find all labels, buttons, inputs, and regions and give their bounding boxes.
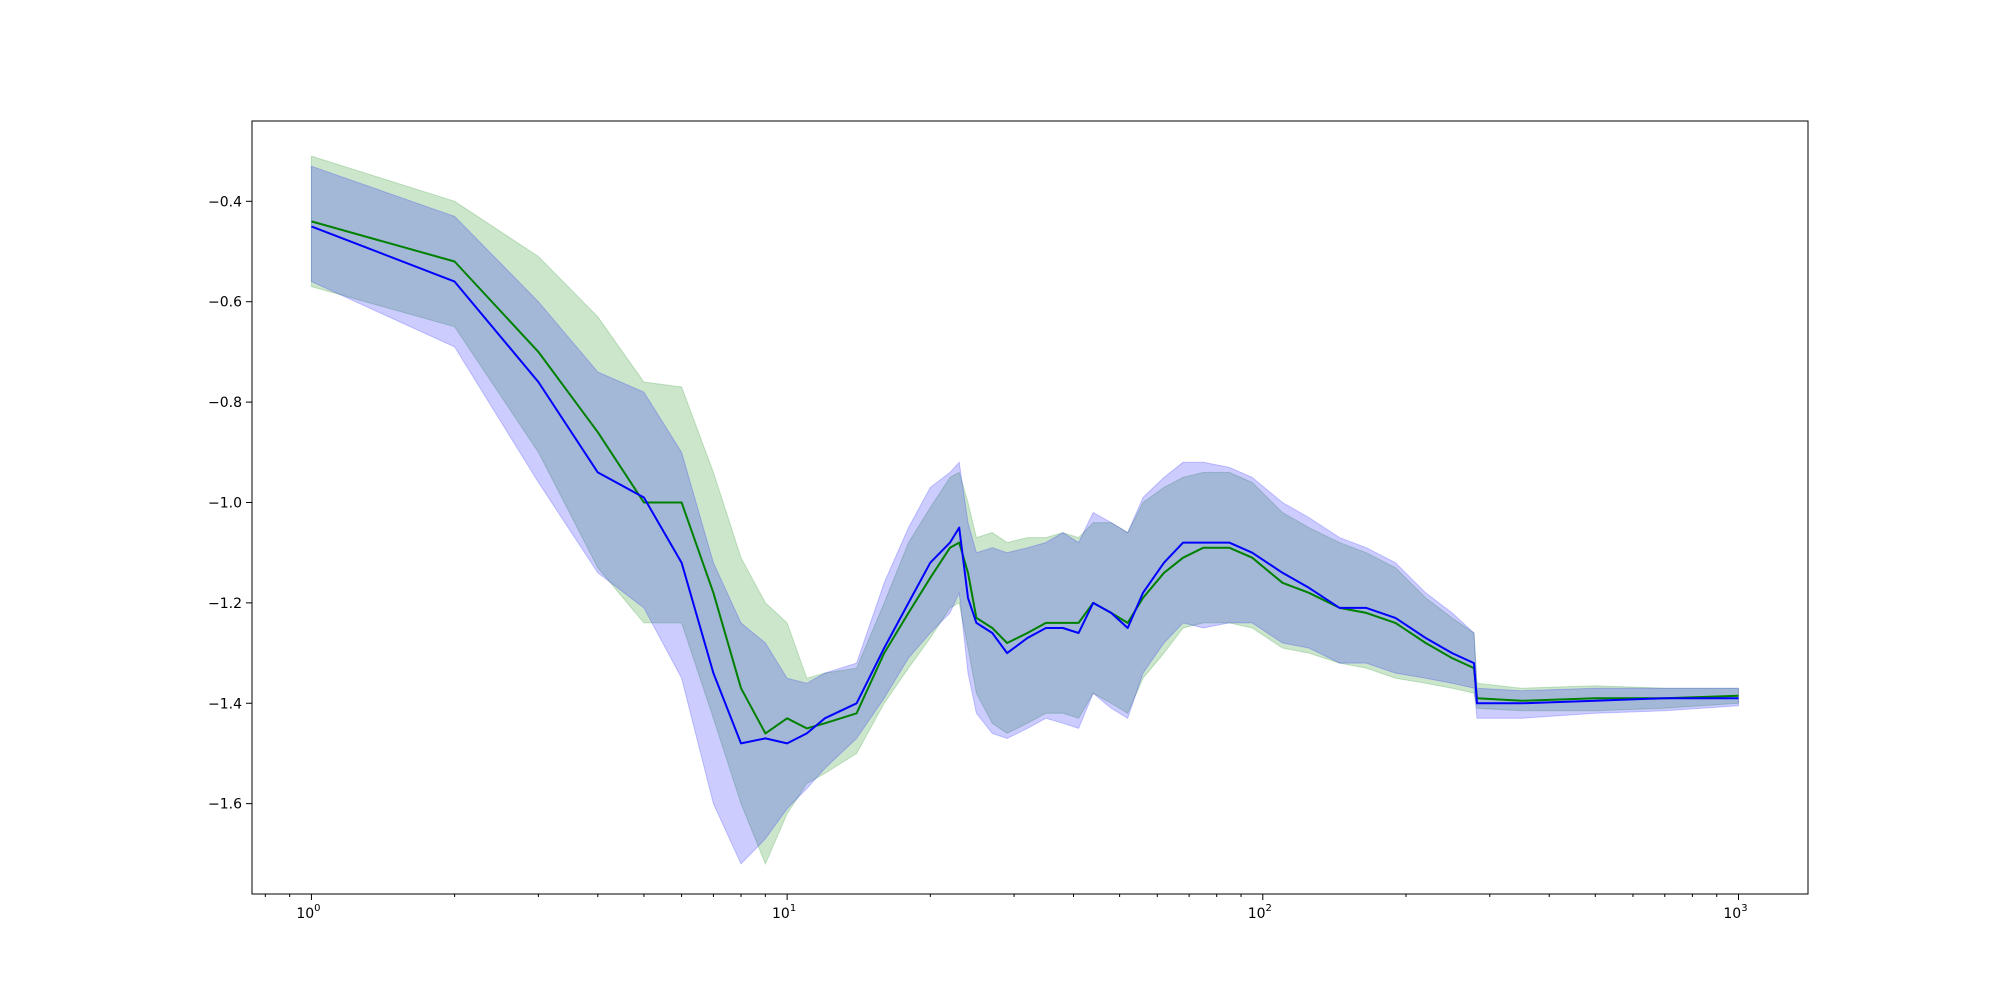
x-axis: 100 101 102 103	[264, 894, 1748, 922]
y-tick-label: −0.4	[208, 194, 242, 210]
y-tick-label: −1.6	[208, 797, 242, 813]
x-tick-label: 102	[1248, 903, 1272, 922]
series-1-line	[311, 220, 1739, 735]
y-tick-label: −0.6	[208, 295, 242, 311]
series-1-band	[310, 155, 1739, 866]
y-axis: −0.4 −0.6 −0.8 −1.0 −1.2 −1.4 −1.6	[208, 194, 252, 813]
series-2-band	[310, 165, 1739, 865]
y-tick-label: −1.4	[208, 696, 242, 712]
y-tick-label: −1.0	[208, 495, 242, 511]
plot-frame	[251, 120, 1809, 895]
confidence-bands	[310, 155, 1739, 866]
x-tick-label: 103	[1723, 903, 1747, 922]
y-tick-label: −1.2	[208, 596, 242, 612]
x-tick-label: 100	[296, 903, 320, 922]
series-lines	[311, 220, 1739, 745]
y-tick-label: −0.8	[208, 395, 242, 411]
series-2-line	[311, 225, 1739, 745]
x-tick-label: 101	[772, 903, 796, 922]
